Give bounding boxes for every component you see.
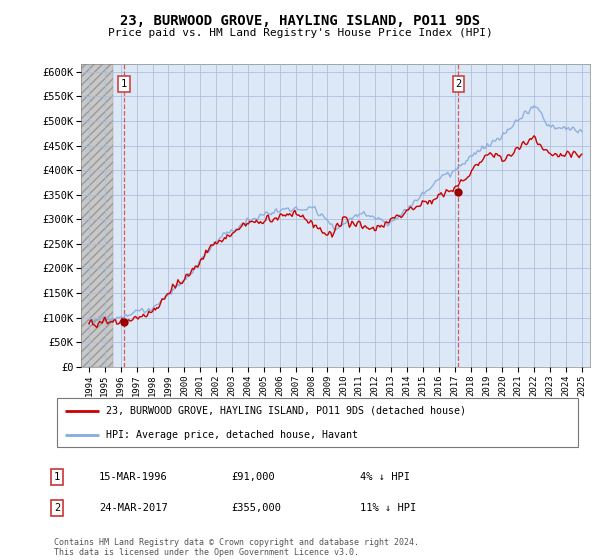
Text: 2: 2 <box>54 503 60 513</box>
Text: 4% ↓ HPI: 4% ↓ HPI <box>360 472 410 482</box>
Text: 11% ↓ HPI: 11% ↓ HPI <box>360 503 416 513</box>
Text: 2: 2 <box>455 79 461 89</box>
Text: 23, BURWOOD GROVE, HAYLING ISLAND, PO11 9DS (detached house): 23, BURWOOD GROVE, HAYLING ISLAND, PO11 … <box>106 406 466 416</box>
Text: 24-MAR-2017: 24-MAR-2017 <box>99 503 168 513</box>
Text: 15-MAR-1996: 15-MAR-1996 <box>99 472 168 482</box>
Text: 1: 1 <box>121 79 127 89</box>
Text: Contains HM Land Registry data © Crown copyright and database right 2024.
This d: Contains HM Land Registry data © Crown c… <box>54 538 419 557</box>
Text: 1: 1 <box>54 472 60 482</box>
Text: HPI: Average price, detached house, Havant: HPI: Average price, detached house, Hava… <box>106 430 358 440</box>
Text: 23, BURWOOD GROVE, HAYLING ISLAND, PO11 9DS: 23, BURWOOD GROVE, HAYLING ISLAND, PO11 … <box>120 14 480 28</box>
Text: Price paid vs. HM Land Registry's House Price Index (HPI): Price paid vs. HM Land Registry's House … <box>107 28 493 38</box>
Text: £355,000: £355,000 <box>231 503 281 513</box>
Text: £91,000: £91,000 <box>231 472 275 482</box>
FancyBboxPatch shape <box>56 398 578 447</box>
